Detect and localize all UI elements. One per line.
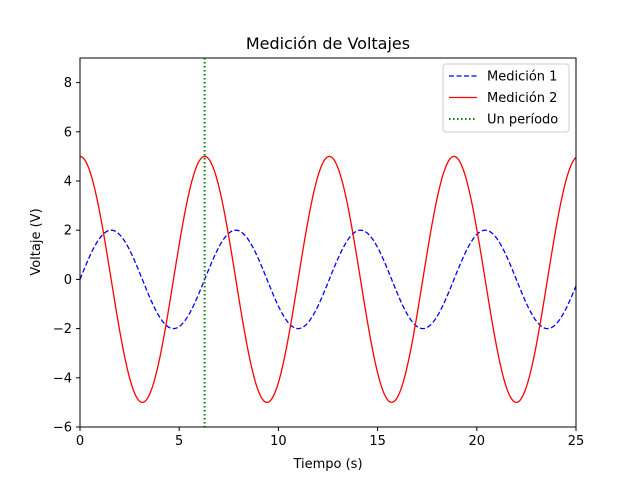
plot-content [80,58,576,427]
y-axis-label: Voltaje (V) [29,208,44,275]
legend-label-1: Medición 2 [487,91,557,106]
legend: Medición 1 Medición 2 Un período [442,63,570,133]
axes-frame [79,57,577,428]
y-tick-label-4: 2 [64,224,72,239]
y-tick-label-0: −6 [53,421,72,436]
x-tick-label-4: 20 [469,434,486,449]
y-tick-label-3: 0 [64,273,72,288]
x-tick-label-1: 5 [175,434,183,449]
legend-box [442,63,570,133]
y-tick-label-2: −2 [53,322,72,337]
y-tick-label-6: 6 [64,125,72,140]
x-tick-label-0: 0 [76,434,84,449]
x-tick-label-3: 15 [369,434,386,449]
plot-area: 0 5 10 15 20 25 −6 −4 −2 0 2 4 6 8 [53,57,585,449]
y-tick-label-7: 8 [64,76,72,91]
y-tick-label-5: 4 [64,175,72,190]
chart-title: Medición de Voltajes [246,34,410,53]
legend-label-2: Un período [487,113,558,128]
series-line-0 [80,229,576,330]
y-tick-label-1: −4 [53,371,72,386]
legend-label-0: Medición 1 [487,70,557,85]
series-line-1 [80,155,576,404]
x-axis-label: Tiempo (s) [292,457,362,472]
x-tick-label-5: 25 [568,434,585,449]
x-tick-label-2: 10 [270,434,287,449]
